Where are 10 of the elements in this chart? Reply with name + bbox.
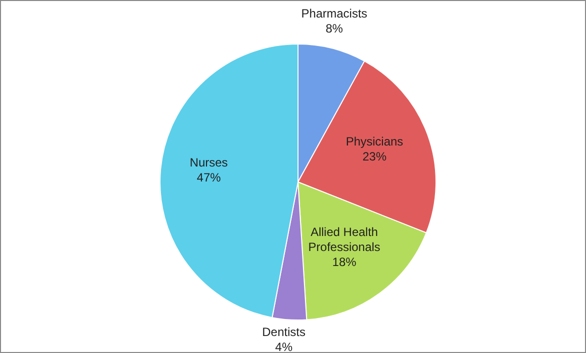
slice-label: Nurses xyxy=(190,155,228,170)
slice-label: Dentists xyxy=(262,325,306,340)
data-label: 8% xyxy=(326,22,344,36)
slice-label: Allied Health Professionals xyxy=(308,225,380,254)
data-label: 4% xyxy=(275,340,293,353)
slice-label: Physicians xyxy=(346,134,404,149)
slice-label: Pharmacists xyxy=(301,6,368,21)
data-label: 23% xyxy=(362,150,387,164)
data-label: 18% xyxy=(332,255,357,270)
data-label: 47% xyxy=(196,170,222,184)
